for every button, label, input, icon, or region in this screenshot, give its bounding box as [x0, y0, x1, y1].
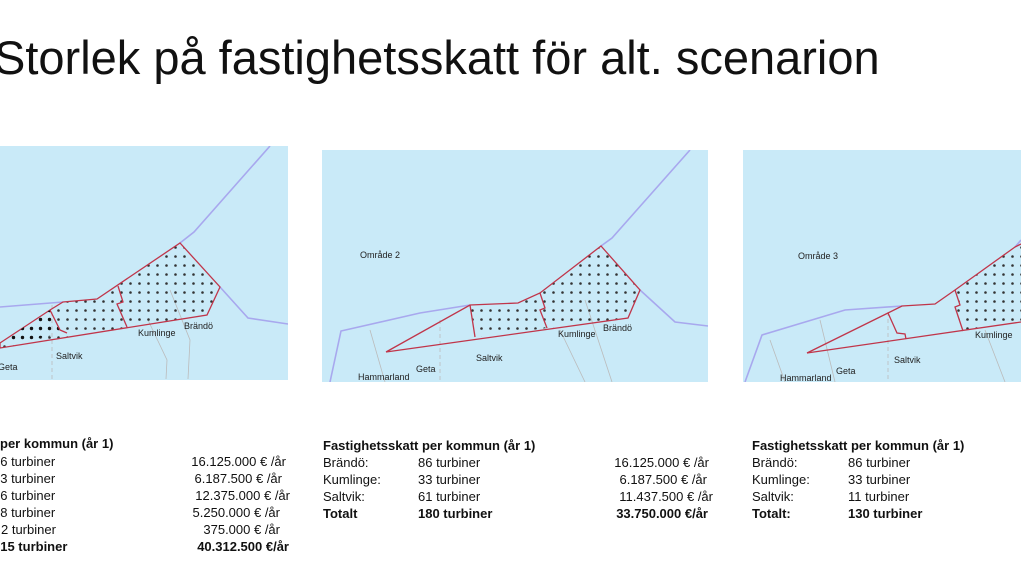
amount: 16.125.000 € /år — [191, 454, 286, 469]
amount: 11.437.500 € /år — [619, 489, 713, 504]
table-heading: Fastighetsskatt per kommun (år 1) — [752, 438, 965, 453]
place-brando: Brändö — [603, 323, 632, 333]
place-saltvik: Saltvik — [476, 353, 503, 363]
turbines: 86 turbiner — [418, 455, 481, 470]
municipality: Kumlinge: — [323, 472, 381, 487]
municipality: Brändö: — [752, 455, 798, 470]
turbines: 33 turbiner — [418, 472, 481, 487]
place-hammarland: Hammarland — [358, 372, 410, 382]
area-label: Område 2 — [360, 250, 400, 260]
amount: 12.375.000 € /år — [195, 488, 290, 503]
turbines: 33 turbiner — [0, 471, 56, 486]
amount: 375.000 € /år — [203, 522, 280, 537]
total-amount: 40.312.500 €/år — [197, 539, 289, 554]
amount: 16.125.000 € /år — [614, 455, 709, 470]
place-kumlinge: Kumlinge — [558, 329, 596, 339]
municipality: Saltvik: — [323, 489, 365, 504]
place-saltvik: Saltvik — [894, 355, 921, 365]
map-scenario-3: Område 3 Kumlinge Saltvik Geta Hammarlan… — [743, 150, 1021, 382]
total-amount: 33.750.000 €/år — [616, 506, 708, 521]
turbines: 11 turbiner — [848, 489, 910, 504]
place-kumlinge: Kumlinge — [975, 330, 1013, 340]
municipality: Kumlinge: — [752, 472, 810, 487]
municipality: Brändö: — [323, 455, 369, 470]
place-geta: Geta — [0, 362, 18, 372]
turbines: 33 turbiner — [848, 472, 911, 487]
total-turbines: 215 turbiner — [0, 539, 68, 554]
turbines: 2 turbiner — [1, 522, 56, 537]
map-scenario-1: Kumlinge Brändö Saltvik Geta — [0, 146, 288, 380]
amount: 6.187.500 € /år — [194, 471, 282, 486]
total-turbines: 180 turbiner — [418, 506, 493, 521]
turbines: 86 turbiner — [848, 455, 911, 470]
place-geta: Geta — [836, 366, 856, 376]
amount: 5.250.000 € /år — [192, 505, 280, 520]
table-heading: Fastighetsskatt per kommun (år 1) — [323, 438, 536, 453]
slide-title: Storlek på fastighetsskatt för alt. scen… — [0, 31, 880, 84]
place-kumlinge: Kumlinge — [138, 328, 176, 338]
place-geta: Geta — [416, 364, 436, 374]
area-label: Område 3 — [798, 251, 838, 261]
total-label: Totalt — [323, 506, 358, 521]
turbines: 86 turbiner — [0, 454, 56, 469]
map-scenario-2: Område 2 Kumlinge Brändö Saltvik Geta Ha… — [322, 150, 708, 382]
place-hammarland: Hammarland — [780, 373, 832, 382]
table-heading: per kommun (år 1) — [0, 436, 114, 451]
turbines: 66 turbiner — [0, 488, 56, 503]
amount: 6.187.500 € /år — [619, 472, 707, 487]
municipality: Saltvik: — [752, 489, 794, 504]
total-label: Totalt: — [752, 506, 791, 521]
place-saltvik: Saltvik — [56, 351, 83, 361]
turbines: 61 turbiner — [418, 489, 481, 504]
place-brando: Brändö — [184, 321, 213, 331]
total-turbines: 130 turbiner — [848, 506, 923, 521]
turbines: 28 turbiner — [0, 505, 56, 520]
